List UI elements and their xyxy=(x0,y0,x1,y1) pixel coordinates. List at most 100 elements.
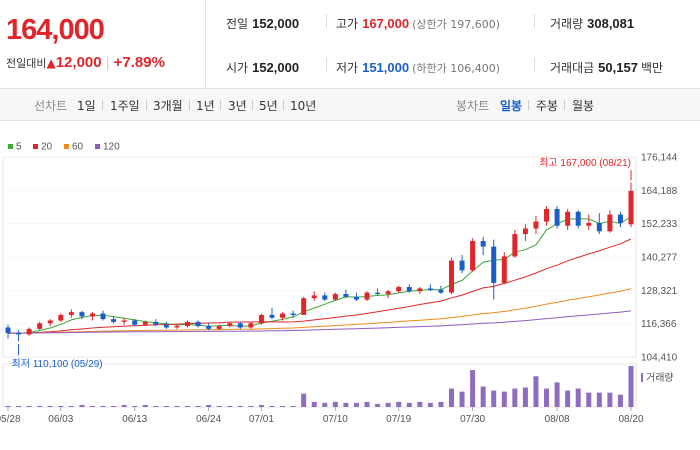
tab-1y[interactable]: 1년 xyxy=(196,99,215,113)
candle-body xyxy=(628,190,634,225)
tab-3m[interactable]: 3개월 xyxy=(153,99,183,113)
volume-bar xyxy=(406,402,412,407)
candle-body xyxy=(322,295,328,300)
volume-bar xyxy=(470,370,476,407)
candlestick-chart: 5 20 60 120 176,144 164,188 152,233 140,277 128… xyxy=(0,142,678,426)
high-annotation: 최고 167,000 (08/21) xyxy=(539,157,631,169)
candle-body xyxy=(280,313,286,318)
volume-bar xyxy=(501,391,507,407)
volume-bar xyxy=(353,402,359,407)
stat-open: 시가 152,000 xyxy=(226,59,299,76)
x-tick-label: 07/10 xyxy=(323,414,348,425)
candle-body xyxy=(575,211,581,226)
y-tick-label: 176,144 xyxy=(641,153,678,164)
candle-body xyxy=(47,320,53,324)
chart-tabs: 선차트 1일 1주일 3개월 1년 3년 5년 10년 봉차트 일봉 주봉 월봉 xyxy=(0,89,700,121)
legend-label: 5 xyxy=(16,142,22,153)
stat-value: 50,157 xyxy=(598,60,638,75)
volume-bar xyxy=(79,404,85,407)
volume-bar xyxy=(100,405,106,407)
candle-body xyxy=(227,323,233,327)
candle-body xyxy=(185,321,191,327)
volume-bar xyxy=(258,404,264,407)
candle-chart-label: 봉차트 xyxy=(456,99,490,113)
candle-body xyxy=(406,287,412,292)
stat-sub: (하한가 106,400) xyxy=(412,62,501,75)
x-tick-label: 06/13 xyxy=(122,414,147,425)
ma5-line xyxy=(7,216,632,334)
volume-bar xyxy=(58,405,64,407)
volume-bar xyxy=(290,405,296,407)
up-arrow-icon: ▲ xyxy=(46,56,56,70)
volume-bar xyxy=(163,405,169,407)
volume-bar xyxy=(364,401,370,407)
quote-header: 164,000 전일대비▲12,000 | +7.89% 전일 152,000 고가 1… xyxy=(0,0,700,89)
tab-3y[interactable]: 3년 xyxy=(228,99,247,113)
tab-5y[interactable]: 5년 xyxy=(259,99,278,113)
line-chart-label: 선차트 xyxy=(34,99,68,113)
candle-body xyxy=(353,296,359,300)
candle-body xyxy=(417,288,423,292)
low-annotation: 최저 110,100 (05/29) xyxy=(12,358,103,370)
candle-body xyxy=(16,333,22,335)
candle-body xyxy=(470,241,476,271)
x-tick-label: 06/24 xyxy=(196,414,221,425)
stat-label: 전일 xyxy=(226,17,249,31)
volume-bar xyxy=(343,402,349,407)
candle-body xyxy=(438,289,444,293)
candle-body xyxy=(79,312,85,317)
tab-divider xyxy=(252,100,253,110)
stat-prev-close: 전일 152,000 xyxy=(226,15,299,32)
volume-bar xyxy=(5,405,11,407)
stat-label: 저가 xyxy=(336,61,359,75)
y-tick-label: 164,188 xyxy=(641,186,678,197)
candle-body xyxy=(533,221,539,229)
tab-daily[interactable]: 일봉 xyxy=(500,99,523,113)
x-tick-label: 07/19 xyxy=(386,414,411,425)
change-amount: 12,000 xyxy=(55,54,102,71)
y-tick-label: 128,321 xyxy=(641,286,678,297)
volume-bar xyxy=(301,393,307,407)
candle-body xyxy=(26,328,32,335)
candle-body xyxy=(174,326,180,328)
quote-stats: 전일 152,000 고가 167,000 (상한가 197,600) 거래량 308,… xyxy=(206,0,700,88)
legend-swatch xyxy=(95,144,100,149)
volume-bar xyxy=(16,405,22,407)
x-tick-label: 06/03 xyxy=(48,414,73,425)
stat-label: 거래량 xyxy=(550,17,584,31)
stat-value: 308,081 xyxy=(587,16,635,31)
tab-divider xyxy=(102,100,103,110)
candle-body xyxy=(237,323,243,328)
legend-label: 20 xyxy=(41,142,53,153)
volume-bar xyxy=(628,366,634,407)
stat-volume: 거래량 308,081 xyxy=(550,15,634,32)
candle-body xyxy=(153,321,159,325)
volume-bar xyxy=(544,388,550,407)
volume-bar xyxy=(132,405,138,407)
volume-bar xyxy=(195,405,201,407)
tab-1d[interactable]: 1일 xyxy=(77,99,96,113)
volume-bar xyxy=(427,402,433,407)
change-divider: | xyxy=(105,56,110,70)
volume-bar xyxy=(248,405,254,407)
candle-body xyxy=(607,214,613,232)
tab-weekly[interactable]: 주봉 xyxy=(536,99,559,113)
volume-bar xyxy=(322,402,328,407)
volume-bar xyxy=(153,405,159,407)
stat-low: 저가 151,000 (하한가 106,400) xyxy=(336,59,500,76)
tab-divider xyxy=(564,100,565,110)
candle-body xyxy=(258,314,264,324)
tab-1w[interactable]: 1주일 xyxy=(110,99,140,113)
candle-body xyxy=(617,214,623,223)
volume-bar xyxy=(617,394,623,407)
x-tick-label: 08/08 xyxy=(545,414,570,425)
tab-10y[interactable]: 10년 xyxy=(290,99,317,113)
volume-bar xyxy=(480,386,486,407)
tab-divider xyxy=(146,100,147,110)
volume-bar xyxy=(533,376,539,407)
moving-averages xyxy=(7,216,632,334)
volume-bar xyxy=(596,392,602,407)
x-tick-label: 07/01 xyxy=(249,414,274,425)
tab-monthly[interactable]: 월봉 xyxy=(572,99,595,113)
candle-body xyxy=(111,319,117,322)
